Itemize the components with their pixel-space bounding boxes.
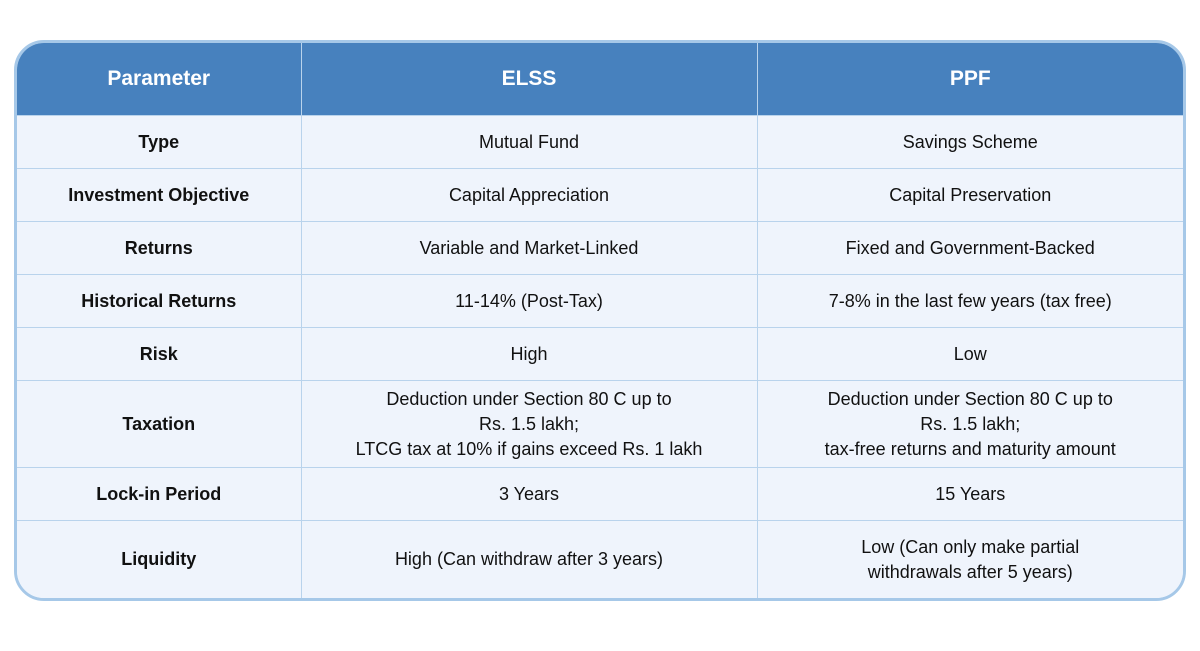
parameter-cell: Returns <box>17 221 302 275</box>
table-body: Type Mutual Fund Savings Scheme Investme… <box>17 115 1183 598</box>
parameter-cell: Liquidity <box>17 520 302 598</box>
header-cell-parameter: Parameter <box>17 43 302 116</box>
ppf-value-cell: Capital Preservation <box>756 168 1183 222</box>
comparison-table-container: Parameter ELSS PPF Type Mutual Fund Savi… <box>14 40 1186 601</box>
ppf-value-cell: 7-8% in the last few years (tax free) <box>756 274 1183 328</box>
table-row-returns: Returns Variable and Market-Linked Fixed… <box>17 221 1183 275</box>
parameter-cell: Historical Returns <box>17 274 302 328</box>
parameter-cell: Type <box>17 115 302 169</box>
ppf-value-cell: Savings Scheme <box>756 115 1183 169</box>
table-row-type: Type Mutual Fund Savings Scheme <box>17 115 1183 169</box>
ppf-value-cell: 15 Years <box>756 467 1183 521</box>
parameter-cell: Lock-in Period <box>17 467 302 521</box>
elss-vs-ppf-table: Parameter ELSS PPF Type Mutual Fund Savi… <box>17 43 1183 598</box>
parameter-cell: Taxation <box>17 380 302 468</box>
ppf-value-cell: Low <box>756 327 1183 381</box>
parameter-cell: Investment Objective <box>17 168 302 222</box>
table-row-historical-returns: Historical Returns 11-14% (Post-Tax) 7-8… <box>17 274 1183 328</box>
elss-value-cell: 3 Years <box>300 467 758 521</box>
table-row-risk: Risk High Low <box>17 327 1183 381</box>
elss-value-cell: High <box>300 327 758 381</box>
header-cell-ppf: PPF <box>756 43 1183 116</box>
elss-value-cell: 11-14% (Post-Tax) <box>300 274 758 328</box>
ppf-value-cell: Deduction under Section 80 C up to Rs. 1… <box>756 380 1183 468</box>
ppf-value-cell: Low (Can only make partial withdrawals a… <box>756 520 1183 598</box>
table-row-investment-objective: Investment Objective Capital Appreciatio… <box>17 168 1183 222</box>
table-row-lock-in-period: Lock-in Period 3 Years 15 Years <box>17 467 1183 521</box>
elss-value-cell: Variable and Market-Linked <box>300 221 758 275</box>
elss-value-cell: High (Can withdraw after 3 years) <box>300 520 758 598</box>
parameter-cell: Risk <box>17 327 302 381</box>
header-cell-elss: ELSS <box>300 43 758 116</box>
table-row-taxation: Taxation Deduction under Section 80 C up… <box>17 380 1183 468</box>
header-row: Parameter ELSS PPF <box>17 43 1183 116</box>
elss-value-cell: Capital Appreciation <box>300 168 758 222</box>
table-row-liquidity: Liquidity High (Can withdraw after 3 yea… <box>17 520 1183 598</box>
elss-value-cell: Deduction under Section 80 C up to Rs. 1… <box>300 380 758 468</box>
table-header: Parameter ELSS PPF <box>17 43 1183 116</box>
ppf-value-cell: Fixed and Government-Backed <box>756 221 1183 275</box>
elss-value-cell: Mutual Fund <box>300 115 758 169</box>
